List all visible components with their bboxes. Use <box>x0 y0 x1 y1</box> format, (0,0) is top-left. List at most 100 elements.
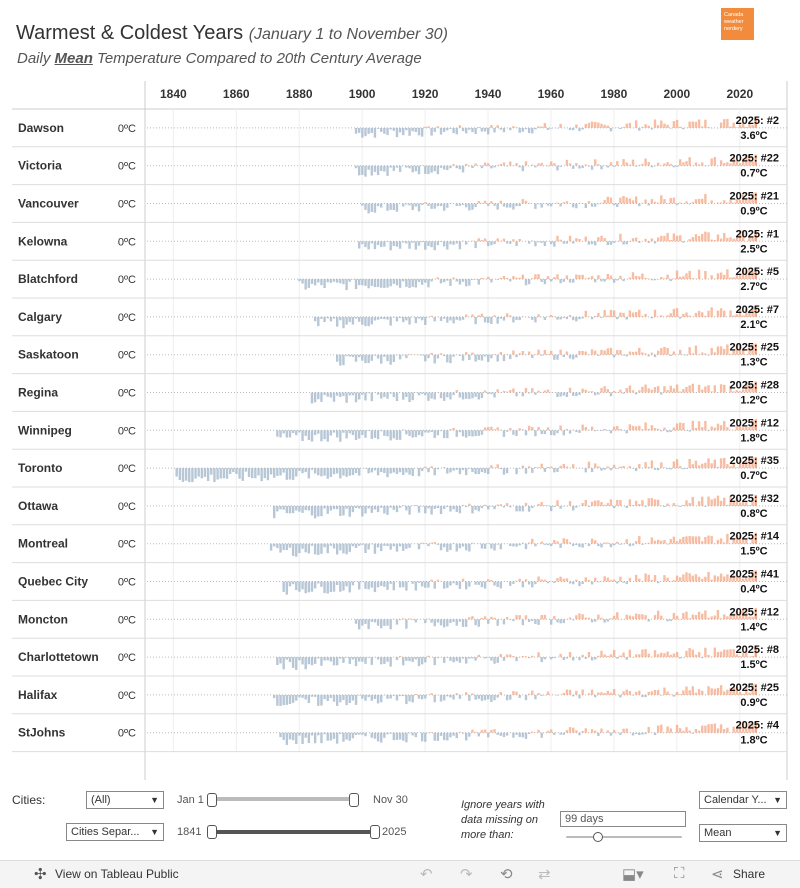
data-bar <box>566 539 568 544</box>
data-bar <box>632 657 634 658</box>
data-bar <box>399 695 401 696</box>
data-bar <box>320 582 322 587</box>
data-bar <box>496 204 498 210</box>
data-bar <box>273 695 275 698</box>
date-range-slider[interactable] <box>211 797 356 801</box>
data-bar <box>298 279 300 281</box>
data-bar <box>506 354 508 355</box>
data-bar <box>361 544 363 545</box>
baseline-label: 0ºC <box>118 614 136 626</box>
data-bar <box>320 695 322 706</box>
data-bar <box>512 317 514 323</box>
data-bar <box>666 162 668 166</box>
data-bar <box>685 468 687 469</box>
data-bar <box>434 695 436 702</box>
data-bar <box>339 733 341 734</box>
year-range-slider[interactable] <box>211 830 376 834</box>
data-bar <box>481 544 483 549</box>
data-bar <box>723 421 725 430</box>
data-bar <box>553 241 555 246</box>
data-bar <box>695 428 697 430</box>
layout-dropdown[interactable]: Cities Separ...▼ <box>66 823 164 841</box>
measure-dropdown[interactable]: Mean▼ <box>699 824 787 842</box>
redo-icon[interactable]: ↷ <box>460 865 473 883</box>
share-button[interactable]: Share <box>733 867 765 881</box>
data-bar <box>588 462 590 469</box>
measure-value: Mean <box>704 827 732 839</box>
revert-icon[interactable]: ⟲ <box>500 865 513 883</box>
data-bar <box>654 428 656 430</box>
data-bar <box>603 200 605 203</box>
data-bar <box>367 506 369 509</box>
data-bar <box>603 279 605 281</box>
data-bar <box>478 582 480 585</box>
data-bar <box>352 733 354 739</box>
data-bar <box>541 241 543 243</box>
refresh-icon[interactable]: ⇄ <box>538 865 551 883</box>
data-bar <box>613 310 615 316</box>
data-bar <box>537 576 539 581</box>
data-bar <box>585 352 587 355</box>
data-bar <box>657 429 659 430</box>
data-bar <box>654 650 656 657</box>
data-bar <box>443 355 445 356</box>
year-end-handle[interactable] <box>370 825 380 839</box>
data-bar <box>361 430 363 435</box>
data-bar <box>644 573 646 581</box>
data-bar <box>648 619 650 621</box>
data-bar <box>282 582 284 592</box>
data-bar <box>484 128 486 132</box>
view-on-tableau-link[interactable]: View on Tableau Public <box>55 867 179 881</box>
data-bar <box>695 461 697 468</box>
data-bar <box>578 733 580 736</box>
date-start-handle[interactable] <box>207 793 217 807</box>
data-bar <box>720 574 722 582</box>
city-label: Quebec City <box>18 575 88 589</box>
data-bar <box>399 656 401 657</box>
data-bar <box>377 317 379 320</box>
data-bar <box>544 615 546 619</box>
x-tick-label: 1940 <box>475 87 502 101</box>
year-start-handle[interactable] <box>207 825 217 839</box>
data-bar <box>704 648 706 657</box>
data-bar <box>632 544 634 546</box>
cities-dropdown[interactable]: (All)▼ <box>86 791 164 809</box>
data-bar <box>317 544 319 555</box>
download-icon[interactable]: ⬓▾ <box>622 865 644 883</box>
date-end-handle[interactable] <box>349 793 359 807</box>
missing-days-slider[interactable] <box>566 836 682 838</box>
data-bar <box>452 468 454 471</box>
data-bar <box>515 393 517 397</box>
data-bar <box>710 307 712 317</box>
missing-days-input[interactable]: 99 days <box>560 811 686 827</box>
data-bar <box>525 468 527 474</box>
data-bar <box>515 581 517 582</box>
data-bar <box>459 506 461 513</box>
data-bar <box>412 582 414 584</box>
data-bar <box>569 236 571 241</box>
data-bar <box>547 276 549 279</box>
data-bar <box>591 122 593 128</box>
data-bar <box>386 582 388 590</box>
data-bar <box>471 468 473 472</box>
data-bar <box>588 506 590 507</box>
fullscreen-icon[interactable]: ⛶ <box>674 865 685 882</box>
data-bar <box>673 461 675 468</box>
data-bar <box>629 198 631 203</box>
data-bar <box>292 468 294 480</box>
data-bar <box>462 279 464 282</box>
undo-icon[interactable]: ↶ <box>420 865 433 883</box>
share-icon[interactable]: ⋖ <box>711 865 724 883</box>
data-bar <box>563 317 565 318</box>
data-bar <box>670 582 672 583</box>
data-bar <box>641 316 643 317</box>
data-bar <box>660 695 662 696</box>
data-bar <box>714 498 716 506</box>
missing-days-handle[interactable] <box>593 832 603 842</box>
year-type-dropdown[interactable]: Calendar Y...▼ <box>699 791 787 809</box>
data-bar <box>471 353 473 355</box>
anomaly-label: 1.8ºC <box>740 432 767 444</box>
city-label: Calgary <box>18 310 62 324</box>
data-bar <box>648 467 650 468</box>
data-bar <box>572 128 574 130</box>
